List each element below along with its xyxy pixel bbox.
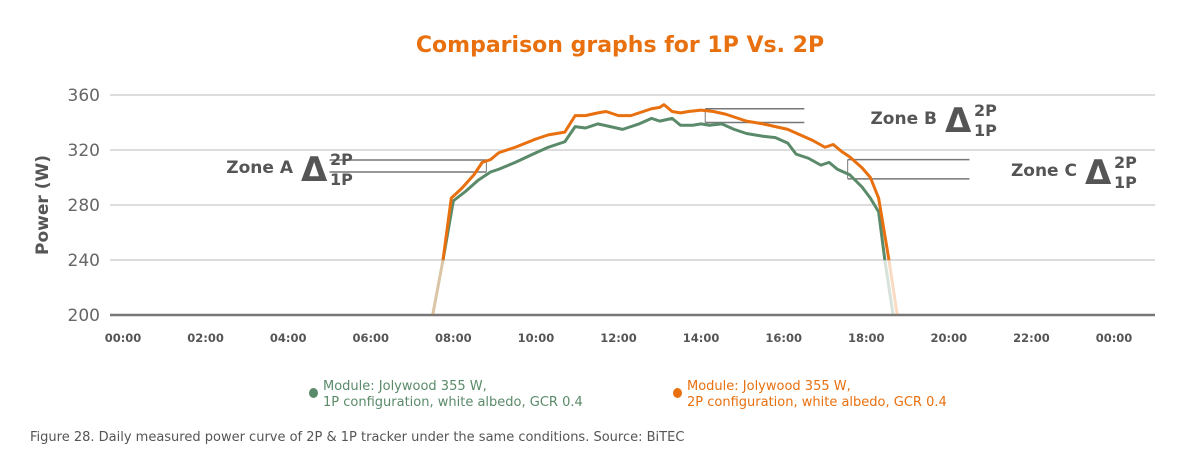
delta-symbol: Δ: [301, 150, 328, 190]
x-tick-label: 18:00: [848, 331, 885, 345]
x-tick-label: 00:00: [105, 331, 142, 345]
x-tick-label: 08:00: [435, 331, 472, 345]
zone-top-label: 2P: [330, 150, 353, 169]
figure-caption: Figure 28. Daily measured power curve of…: [30, 430, 685, 445]
zone-bottom-label: 1P: [330, 170, 353, 189]
zone-label: Zone B: [870, 109, 937, 129]
x-tick-label: 04:00: [270, 331, 307, 345]
x-tick-label: 10:00: [518, 331, 555, 345]
y-tick-label: 360: [68, 86, 100, 106]
x-tick-label: 16:00: [765, 331, 802, 345]
zone-top-label: 2P: [1114, 153, 1137, 172]
series-1P-fade-start: [431, 259, 445, 316]
legend-2p-line2: 2P configuration, white albedo, GCR 0.4: [687, 395, 947, 410]
series-2P-line: [441, 103, 891, 261]
x-tick-label: 14:00: [683, 331, 720, 345]
x-tick-label: 06:00: [352, 331, 389, 345]
delta-symbol: Δ: [945, 101, 972, 141]
x-tick-label: 02:00: [187, 331, 224, 345]
x-tick-label: 22:00: [1013, 331, 1050, 345]
delta-symbol: Δ: [1085, 153, 1112, 193]
y-tick-label: 240: [68, 251, 100, 271]
series-1P-line: [441, 116, 887, 261]
chart-title: Comparison graphs for 1P Vs. 2P: [415, 33, 825, 58]
zone-top-label: 2P: [974, 101, 997, 120]
y-tick-label: 200: [68, 306, 100, 326]
y-tick-label: 280: [68, 196, 100, 216]
x-tick-label: 12:00: [600, 331, 637, 345]
zone-bottom-label: 1P: [1114, 173, 1137, 192]
series-1P-fade-end: [883, 259, 895, 316]
x-tick-label: 00:00: [1096, 331, 1133, 345]
legend-2p-line1: Module: Jolywood 355 W,: [687, 379, 851, 394]
zone-label: Zone A: [226, 158, 294, 178]
x-tick-label: 20:00: [931, 331, 968, 345]
legend-item-1p: Module: Jolywood 355 W, 1P configuration…: [309, 379, 583, 411]
legend-1p-line1: Module: Jolywood 355 W,: [323, 379, 487, 394]
legend-dot-2p: [673, 388, 682, 398]
legend-dot-1p: [309, 388, 318, 398]
y-tick-label: 320: [68, 141, 100, 161]
legend-1p-line2: 1P configuration, white albedo, GCR 0.4: [323, 395, 583, 410]
zone-bottom-label: 1P: [974, 121, 997, 140]
y-axis-label: Power (W): [33, 155, 53, 255]
zone-label: Zone C: [1011, 161, 1077, 181]
series-2P-fade-start: [431, 259, 445, 316]
legend-item-2p: Module: Jolywood 355 W, 2P configuration…: [673, 379, 947, 411]
series-2P-fade-end: [887, 259, 899, 316]
